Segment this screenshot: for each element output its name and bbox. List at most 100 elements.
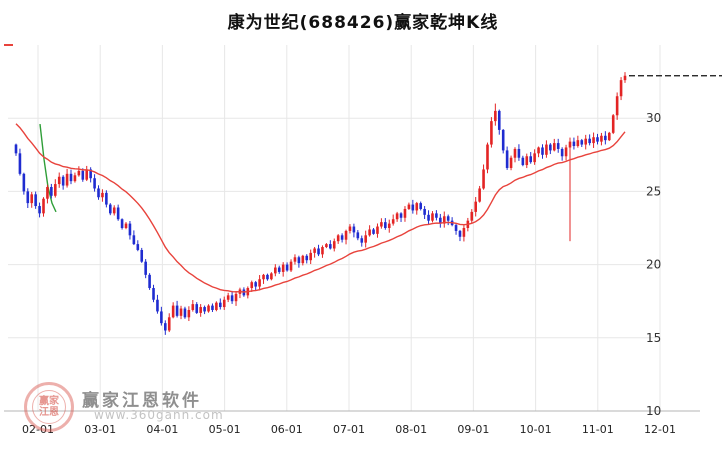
candle-body — [207, 305, 210, 312]
candle-body — [399, 213, 403, 218]
candle-body — [442, 216, 446, 224]
candle-body — [305, 255, 309, 261]
candle-body — [604, 135, 607, 141]
candle-body — [494, 110, 497, 122]
candle-body — [120, 219, 124, 228]
candle-body — [423, 208, 426, 215]
candle-body — [160, 311, 163, 324]
candle-body — [266, 274, 269, 280]
candle-body — [112, 207, 116, 214]
candle-body — [560, 148, 564, 157]
candle-body — [615, 96, 619, 116]
candle-body — [301, 255, 305, 264]
candle-body — [175, 305, 179, 316]
candle-body — [187, 309, 191, 318]
candle-body — [580, 140, 584, 145]
candle-body — [30, 194, 34, 204]
candle-body — [26, 191, 30, 204]
candle-body — [226, 295, 230, 300]
brand-logo-line1: 赢家 — [39, 396, 59, 407]
candle-body — [348, 226, 352, 231]
candle-body — [521, 157, 525, 166]
candle-body — [497, 110, 501, 130]
candle-body — [195, 304, 199, 313]
candle-body — [191, 304, 195, 310]
candle-body — [458, 230, 462, 237]
candle-body — [344, 230, 348, 240]
candle-body — [501, 129, 505, 151]
candle-body — [525, 156, 529, 166]
candle-body — [411, 204, 415, 211]
candle-body — [136, 244, 140, 250]
candle-body — [529, 156, 533, 163]
candle-body — [57, 176, 61, 185]
candle-body — [222, 299, 226, 308]
y-axis-label: 30 — [646, 111, 661, 125]
candle-body — [517, 148, 521, 158]
candle-body — [549, 144, 552, 151]
candle-body — [533, 153, 536, 163]
candle-body — [360, 238, 364, 243]
candle-body — [18, 153, 22, 174]
candle-body — [395, 213, 399, 220]
candle-body — [329, 244, 332, 249]
watermark-url-text: www.360gann.com — [94, 408, 224, 422]
candle-body — [42, 198, 45, 214]
ma-line — [15, 123, 626, 293]
brand-logo-icon: 赢家 江恩 — [24, 382, 74, 432]
candle-body — [144, 261, 147, 275]
candle-body — [167, 317, 171, 331]
candle-body — [403, 208, 407, 218]
candle-body — [77, 170, 81, 176]
candle-body — [179, 308, 183, 316]
candle-body — [211, 305, 214, 310]
candle-body — [50, 187, 53, 196]
candle-body — [293, 257, 297, 262]
candle-body — [281, 264, 285, 272]
candle-body — [391, 219, 395, 224]
candle-body — [588, 138, 591, 144]
candle-body — [258, 279, 261, 287]
candle-body — [313, 248, 316, 253]
candle-body — [541, 147, 544, 155]
candle-body — [607, 132, 611, 141]
candle-body — [545, 144, 548, 155]
candle-body — [435, 213, 438, 218]
y-axis-label: 20 — [646, 258, 661, 272]
candle-body — [325, 244, 328, 248]
candle-body — [132, 235, 136, 245]
candle-body — [380, 222, 383, 227]
candle-body — [277, 267, 281, 272]
candle-body — [407, 204, 411, 209]
candle-body — [387, 223, 391, 228]
candle-body — [250, 282, 254, 289]
candle-body — [297, 257, 301, 264]
candle-body — [309, 252, 312, 261]
candle-body — [274, 267, 277, 274]
candle-body — [183, 308, 187, 318]
candle-body — [53, 184, 57, 196]
watermark-brand-text: 赢家江恩软件 — [82, 391, 202, 411]
candle-body — [38, 206, 41, 214]
candle-body — [478, 188, 481, 202]
candle-body — [262, 274, 265, 280]
y-axis-label: 25 — [646, 184, 661, 198]
candle-body — [148, 274, 151, 289]
candle-body — [600, 135, 603, 142]
candle-body — [556, 143, 560, 149]
candle-body — [108, 204, 112, 214]
candle-body — [462, 228, 466, 237]
candle-body — [356, 232, 360, 239]
candle-body — [576, 140, 580, 147]
candle-body — [474, 201, 477, 212]
candle-body — [317, 248, 320, 255]
candle-body — [105, 192, 108, 205]
candle-body — [140, 249, 144, 262]
candle-body — [234, 293, 238, 302]
candle-body — [285, 264, 289, 271]
candle-body — [203, 307, 206, 312]
candle-body — [619, 80, 623, 97]
candle-body — [611, 115, 615, 133]
candle-body — [73, 175, 77, 182]
